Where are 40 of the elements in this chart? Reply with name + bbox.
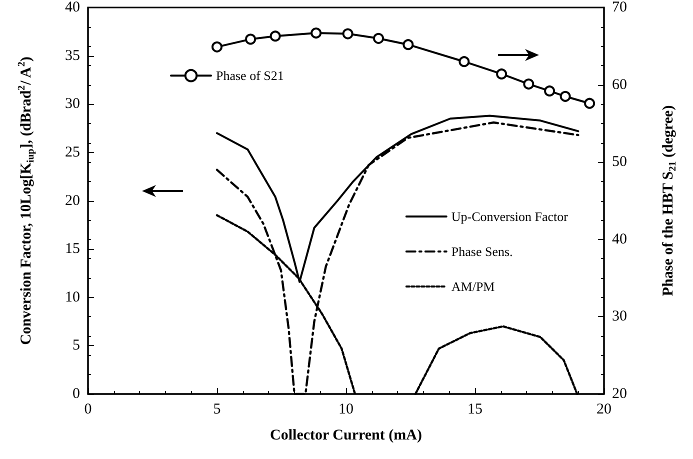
point xyxy=(523,78,534,90)
y-tick-label: 5 xyxy=(72,338,80,354)
point xyxy=(373,32,384,44)
point xyxy=(270,30,281,42)
legend-label: Phase Sens. xyxy=(451,244,513,259)
y-tick-label: 30 xyxy=(65,96,80,112)
y2-tick-label: 30 xyxy=(612,308,627,325)
x-axis-title: Collector Current (mA) xyxy=(270,428,422,444)
x-tick-label: 10 xyxy=(338,402,354,418)
y2-axis-title: Phase of the HBT S21 (degree) xyxy=(660,105,678,296)
point xyxy=(402,39,414,50)
legend-label: Phase of S21 xyxy=(216,68,284,84)
x-tick-label: 20 xyxy=(596,402,612,418)
x-tick-label: 5 xyxy=(213,402,221,418)
point xyxy=(342,28,354,40)
point xyxy=(212,41,222,52)
point xyxy=(245,34,256,45)
y-tick-label: 15 xyxy=(65,241,80,258)
x-tick-label: 15 xyxy=(468,402,482,418)
point xyxy=(584,98,596,109)
y-axis-title: Conversion Factor, 10Log[Kiup], (dBrad2/ A2) xyxy=(16,56,36,345)
y2-tick-label: 60 xyxy=(612,76,627,93)
point xyxy=(310,28,322,39)
legend-label: Up-Conversion Factor xyxy=(451,209,569,224)
legend-label: AM/PM xyxy=(451,279,496,294)
point xyxy=(496,68,508,80)
point xyxy=(458,56,470,68)
y-tick-label: 0 xyxy=(72,386,80,402)
point xyxy=(560,90,571,102)
x-tick-label: 0 xyxy=(84,402,92,418)
y2-tick-label: 70 xyxy=(612,0,627,16)
y2-tick-label: 40 xyxy=(612,231,627,248)
y-tick-label: 25 xyxy=(65,144,80,160)
point xyxy=(544,85,556,96)
y2-tick-label: 50 xyxy=(612,154,627,170)
y-tick-label: 10 xyxy=(65,289,80,306)
y2-tick-label: 20 xyxy=(612,386,627,402)
y-tick-label: 20 xyxy=(65,192,80,209)
y-tick-label: 35 xyxy=(65,48,80,64)
y-tick-label: 40 xyxy=(65,0,80,16)
